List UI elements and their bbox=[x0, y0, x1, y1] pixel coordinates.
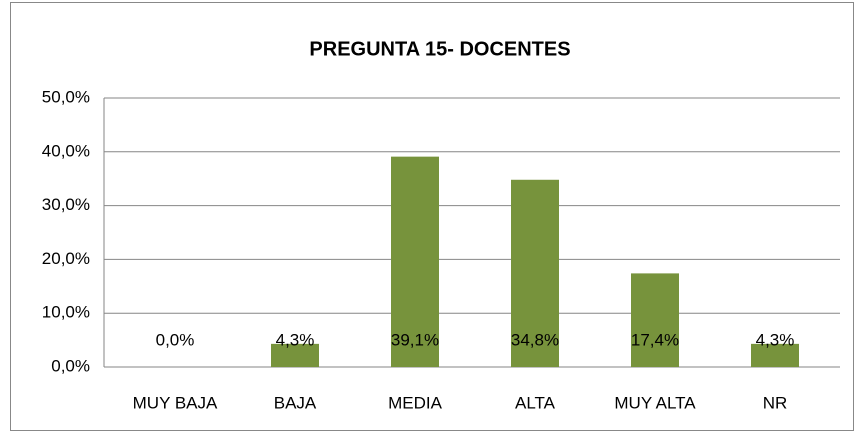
bar bbox=[511, 179, 559, 367]
bar bbox=[271, 343, 319, 367]
y-tick-label: 40,0% bbox=[42, 141, 90, 160]
x-tick-label: MUY ALTA bbox=[614, 393, 696, 412]
bar bbox=[751, 343, 799, 367]
x-tick-label: MUY BAJA bbox=[133, 393, 218, 412]
chart-title: PREGUNTA 15- DOCENTES bbox=[309, 38, 570, 60]
data-label: 4,3% bbox=[756, 330, 795, 349]
x-tick-label: ALTA bbox=[515, 393, 556, 412]
data-label: 4,3% bbox=[276, 330, 315, 349]
bar bbox=[631, 273, 679, 367]
y-tick-label: 0,0% bbox=[51, 356, 90, 375]
y-tick-label: 50,0% bbox=[42, 87, 90, 106]
x-tick-label: BAJA bbox=[274, 393, 317, 412]
x-tick-label: MEDIA bbox=[388, 393, 443, 412]
data-label: 34,8% bbox=[511, 330, 559, 349]
x-tick-label: NR bbox=[763, 393, 788, 412]
y-tick-label: 30,0% bbox=[42, 195, 90, 214]
data-label: 17,4% bbox=[631, 330, 679, 349]
y-tick-label: 10,0% bbox=[42, 303, 90, 322]
y-tick-label: 20,0% bbox=[42, 249, 90, 268]
data-label: 39,1% bbox=[391, 330, 439, 349]
data-label: 0,0% bbox=[156, 330, 195, 349]
bar bbox=[391, 156, 439, 367]
